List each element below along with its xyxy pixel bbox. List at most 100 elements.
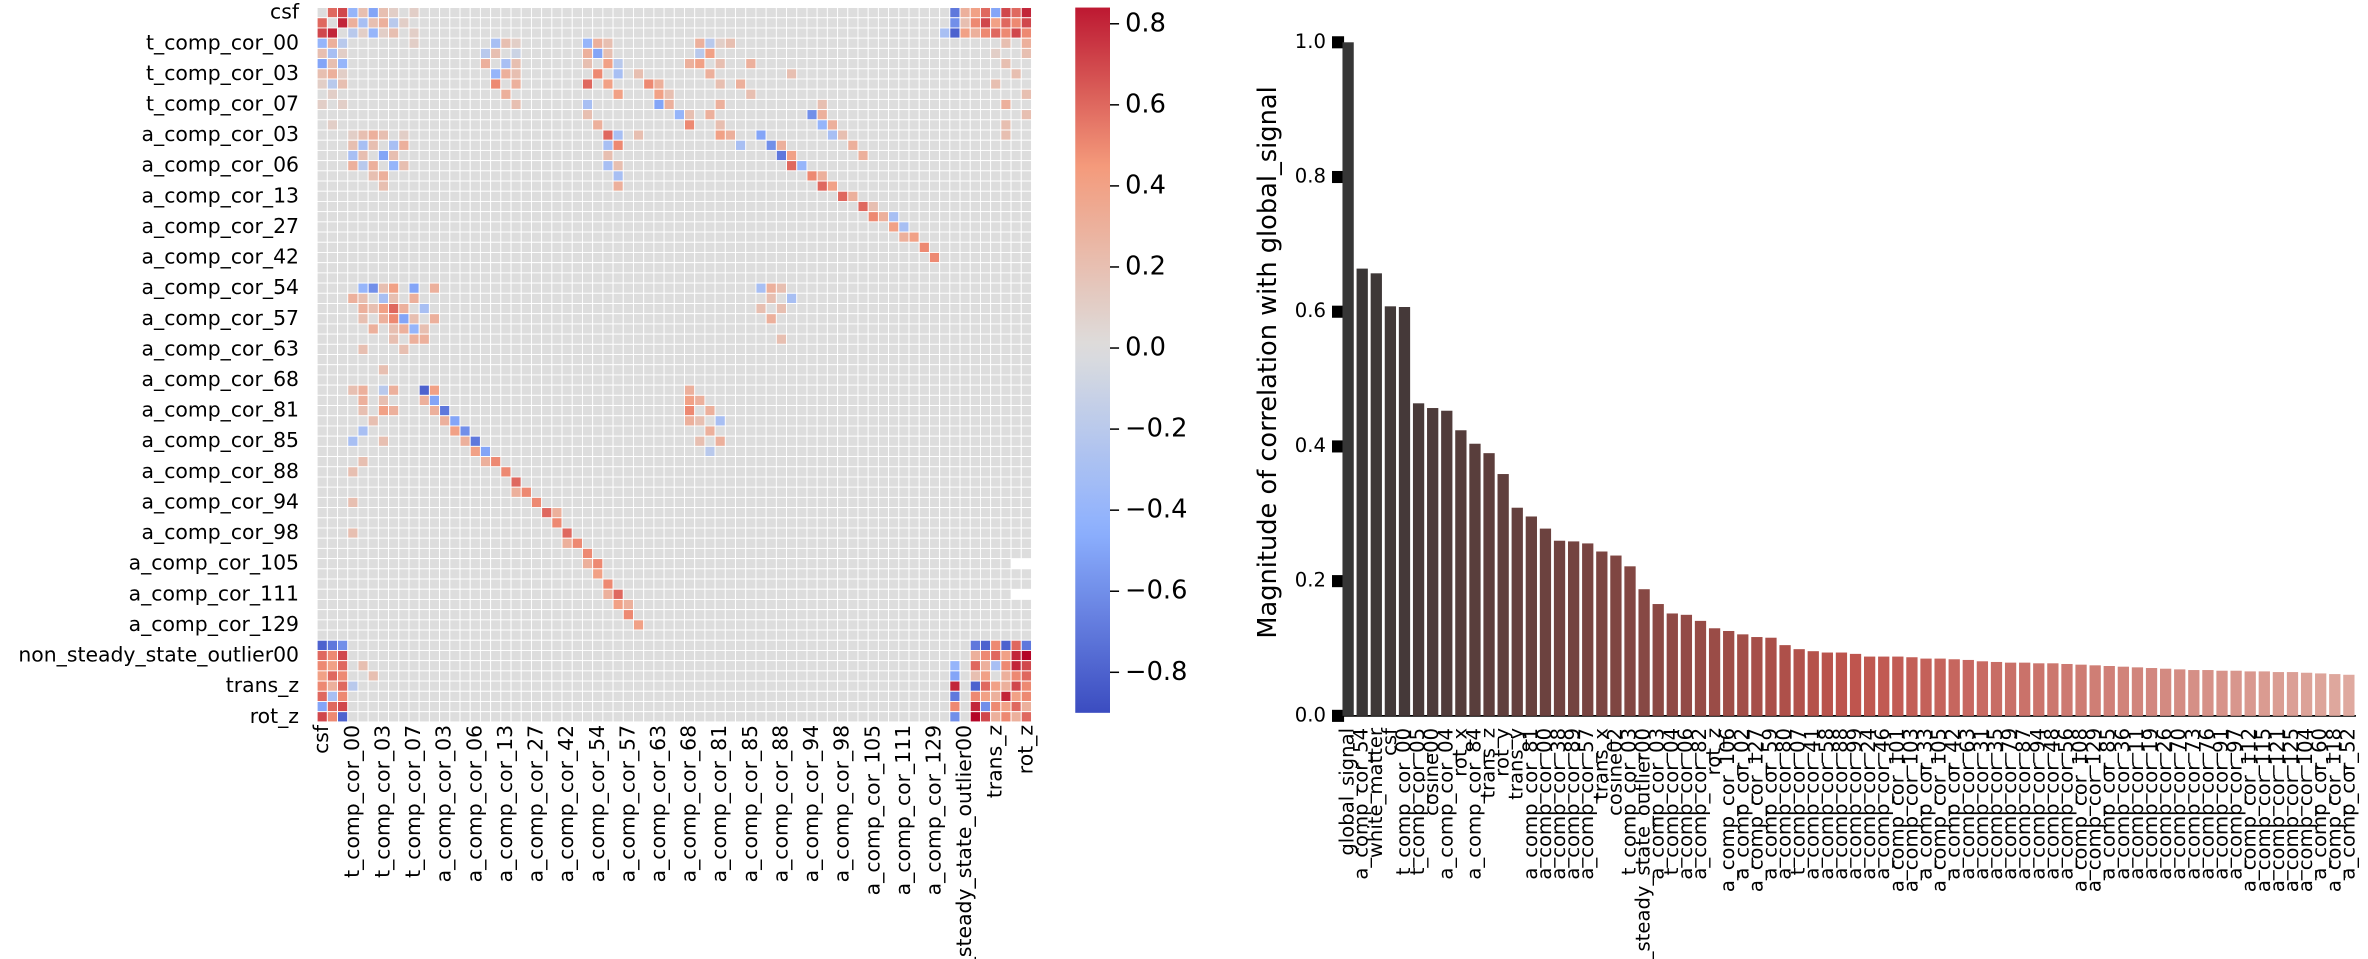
heatmap-cell (653, 568, 665, 580)
heatmap-cell (490, 190, 502, 202)
heatmap-cell (530, 588, 543, 600)
heatmap-cell (847, 109, 859, 121)
heatmap-cell (428, 7, 441, 19)
heatmap-cell (928, 78, 941, 90)
heatmap-cell (347, 405, 359, 417)
heatmap-cell (877, 27, 890, 39)
heatmap-cell (877, 476, 890, 488)
heatmap-cell (398, 507, 410, 519)
heatmap-cell (704, 415, 716, 427)
heatmap-cell (684, 200, 696, 213)
heatmap-cell (714, 200, 726, 213)
heatmap-cell (316, 496, 328, 509)
heatmap-cell (888, 323, 900, 335)
heatmap-cell (735, 282, 747, 294)
heatmap-cell (755, 27, 767, 39)
heatmap-cell (551, 701, 563, 713)
heatmap-cell (684, 639, 696, 651)
heatmap-cell (1010, 252, 1022, 264)
heatmap-cell (816, 507, 828, 519)
heatmap-cell (714, 68, 726, 80)
heatmap-cell (673, 701, 685, 713)
heatmap-cell (786, 660, 798, 672)
heatmap-cell (541, 200, 553, 213)
heatmap-cell (653, 160, 665, 172)
heatmap-cell (735, 517, 747, 529)
heatmap-cell (459, 547, 471, 560)
heatmap-cell (633, 252, 645, 264)
heatmap-cell (745, 252, 757, 264)
heatmap-cell (684, 537, 696, 549)
heatmap-cell (582, 547, 594, 560)
heatmap-cell (826, 149, 839, 162)
heatmap-cell (449, 609, 461, 621)
heatmap-cell (898, 98, 910, 111)
heatmap-cell (551, 241, 563, 253)
heatmap-cell (612, 517, 624, 529)
heatmap-cell (357, 384, 369, 396)
heatmap-cell (510, 496, 522, 509)
heatmap-cell (439, 364, 451, 376)
heatmap-cell (918, 456, 930, 468)
heatmap-cell (408, 58, 420, 70)
heatmap-cell (1010, 466, 1022, 478)
heatmap-cell (745, 303, 757, 315)
heatmap-cell (326, 364, 339, 376)
heatmap-cell (428, 241, 441, 253)
heatmap-cell (1000, 486, 1012, 498)
heatmap-cell (1020, 680, 1032, 692)
heatmap-cell (469, 149, 481, 162)
heatmap-cell (571, 27, 583, 39)
heatmap-cell (316, 78, 328, 90)
heatmap-cell (622, 211, 634, 223)
heatmap-cell (561, 17, 573, 29)
heatmap-cell (735, 78, 747, 90)
heatmap-cell (939, 517, 951, 529)
heatmap-cell (796, 711, 808, 723)
heatmap-cell (357, 170, 369, 182)
heatmap-cell (388, 343, 400, 355)
heatmap-cell (633, 394, 645, 406)
heatmap-cell (928, 537, 941, 549)
heatmap-cell (847, 160, 859, 172)
heatmap-cell (806, 466, 818, 478)
heatmap-cell (663, 78, 675, 90)
heatmap-cell (959, 486, 971, 498)
heatmap-cell (398, 190, 410, 202)
heatmap-cell (714, 313, 726, 325)
heatmap-cell (877, 129, 890, 141)
heatmap-cell (633, 200, 645, 213)
heatmap-cell (377, 364, 390, 376)
heatmap-cell (837, 129, 849, 141)
heatmap-cell (714, 333, 726, 345)
heatmap-cell (357, 262, 369, 274)
heatmap-cell (847, 241, 859, 253)
heatmap-cell (520, 507, 532, 519)
heatmap-cell (490, 98, 502, 111)
heatmap-cell (959, 445, 971, 458)
heatmap-cell (622, 78, 634, 90)
heatmap-cell (755, 639, 767, 651)
heatmap-cell (479, 109, 492, 121)
heatmap-cell (459, 364, 471, 376)
heatmap-cell (949, 680, 961, 692)
heatmap-cell (918, 425, 930, 437)
heatmap-cell (602, 241, 614, 253)
heatmap-cell (969, 425, 981, 437)
heatmap-cell (939, 88, 951, 100)
heatmap-cell (571, 619, 583, 631)
heatmap-cell (867, 47, 879, 60)
heatmap-cell (388, 670, 400, 682)
heatmap-cell (918, 690, 930, 702)
heatmap-cell (428, 619, 441, 631)
heatmap-cell (949, 221, 961, 233)
heatmap-cell (877, 149, 890, 162)
heatmap-cell (582, 650, 594, 662)
heatmap-cell (775, 537, 788, 549)
heatmap-cell (592, 711, 604, 723)
heatmap-cell (459, 323, 471, 335)
heatmap-cell (602, 486, 614, 498)
heatmap-cell (388, 466, 400, 478)
heatmap-cell (612, 711, 624, 723)
heatmap-cell (684, 68, 696, 80)
